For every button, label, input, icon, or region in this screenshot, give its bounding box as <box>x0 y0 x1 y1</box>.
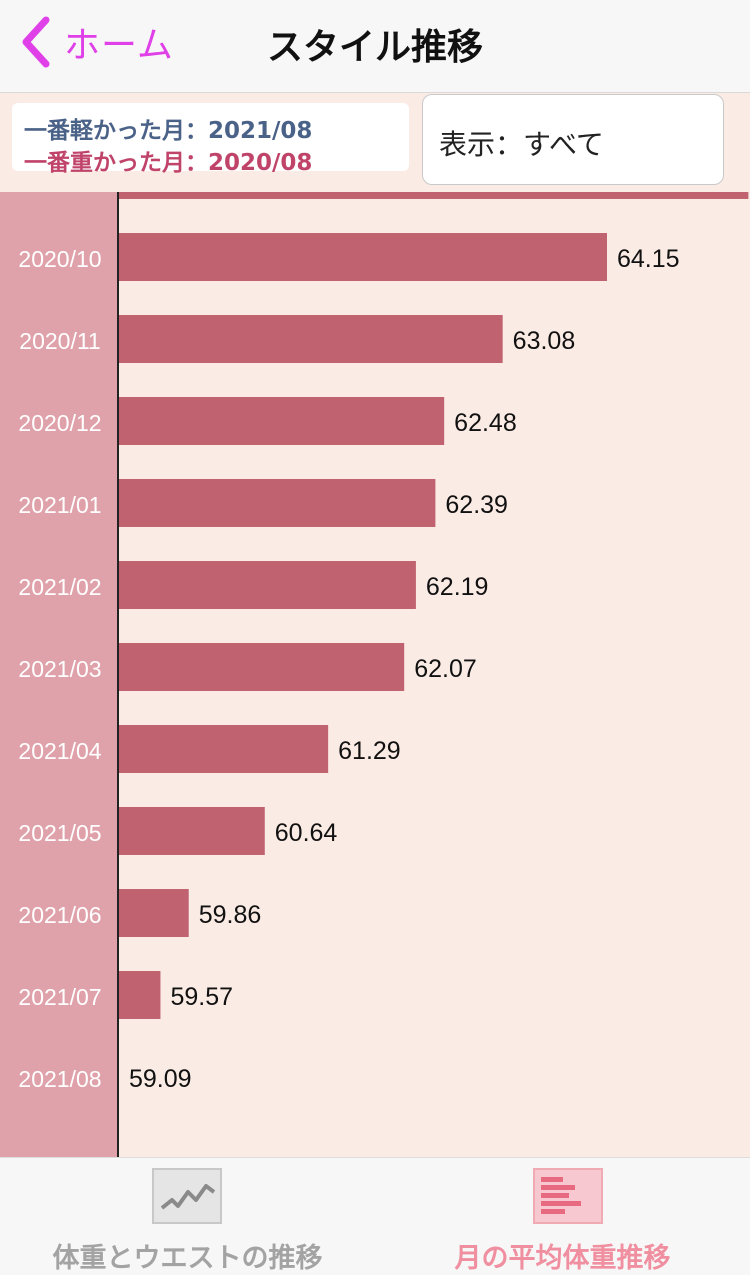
chevron-left-icon <box>22 16 50 68</box>
value-label: 59.57 <box>170 983 233 1011</box>
category-label: 2021/08 <box>18 1066 101 1092</box>
bar-partial <box>119 192 749 199</box>
tab-label: 体重とウエストの推移 <box>52 1243 323 1274</box>
value-label: 62.07 <box>414 655 477 683</box>
bar-2020/11 <box>119 315 503 363</box>
bar-chart-icon <box>533 1168 603 1224</box>
value-label: 62.48 <box>454 409 517 437</box>
value-label: 60.64 <box>275 819 338 847</box>
page-title: スタイル推移 <box>266 27 483 68</box>
value-label: 59.09 <box>129 1065 192 1093</box>
tab-bar: 体重とウエストの推移 月の平均体重推移 <box>0 1157 750 1275</box>
bar-2021/06 <box>119 889 189 937</box>
summary-box: 一番軽かった月：2021/08 一番重かった月：2020/08 <box>12 103 409 176</box>
bar-2020/12 <box>119 397 445 445</box>
month-label-column <box>0 192 117 1157</box>
display-filter-select[interactable]: 表示：すべて <box>422 94 724 185</box>
tab-label: 月の平均体重推移 <box>454 1243 671 1274</box>
bar-2021/05 <box>119 807 265 855</box>
monthly-average-chart[interactable]: 2020/10 64.15 2020/11 63.08 2020/12 62.48 2021… <box>0 192 750 1157</box>
bar-2021/04 <box>119 725 329 773</box>
category-label: 2021/06 <box>18 902 101 928</box>
value-label: 64.15 <box>617 245 680 273</box>
bar-2021/02 <box>119 561 416 609</box>
category-label: 2021/01 <box>18 492 101 518</box>
category-label: 2021/04 <box>18 738 101 764</box>
value-label: 61.29 <box>338 737 401 765</box>
value-label: 63.08 <box>513 327 576 355</box>
bar-2021/03 <box>119 643 405 691</box>
chart-axis-line <box>117 192 119 1157</box>
category-label: 2021/07 <box>18 984 101 1010</box>
heaviest-month-text: 一番重かった月：2020/08 <box>24 150 313 176</box>
line-chart-icon <box>152 1168 222 1224</box>
category-label: 2021/03 <box>18 656 101 682</box>
category-label: 2020/12 <box>18 410 101 436</box>
value-label: 62.19 <box>426 573 489 601</box>
category-label: 2020/11 <box>19 328 100 354</box>
display-filter-label: 表示：すべて <box>439 128 604 161</box>
back-label: ホーム <box>64 25 174 66</box>
back-button[interactable]: ホーム <box>16 14 174 70</box>
bar-2021/01 <box>119 479 436 527</box>
bar-2021/07 <box>119 971 161 1019</box>
navigation-bar: ホーム スタイル推移 <box>0 0 750 93</box>
bar-chart: 2020/10 64.15 2020/11 63.08 2020/12 62.48 2021… <box>18 192 749 1093</box>
tab-weight-waist-trend[interactable]: 体重とウエストの推移 <box>0 1158 375 1275</box>
category-label: 2021/02 <box>18 574 101 600</box>
category-label: 2021/05 <box>18 820 101 846</box>
value-label: 62.39 <box>445 491 508 519</box>
lightest-month-text: 一番軽かった月：2021/08 <box>24 118 313 144</box>
category-label: 2020/10 <box>18 246 101 272</box>
bar-2020/10 <box>119 233 607 281</box>
tab-monthly-average[interactable]: 月の平均体重推移 <box>375 1158 750 1275</box>
value-label: 59.86 <box>199 901 262 929</box>
